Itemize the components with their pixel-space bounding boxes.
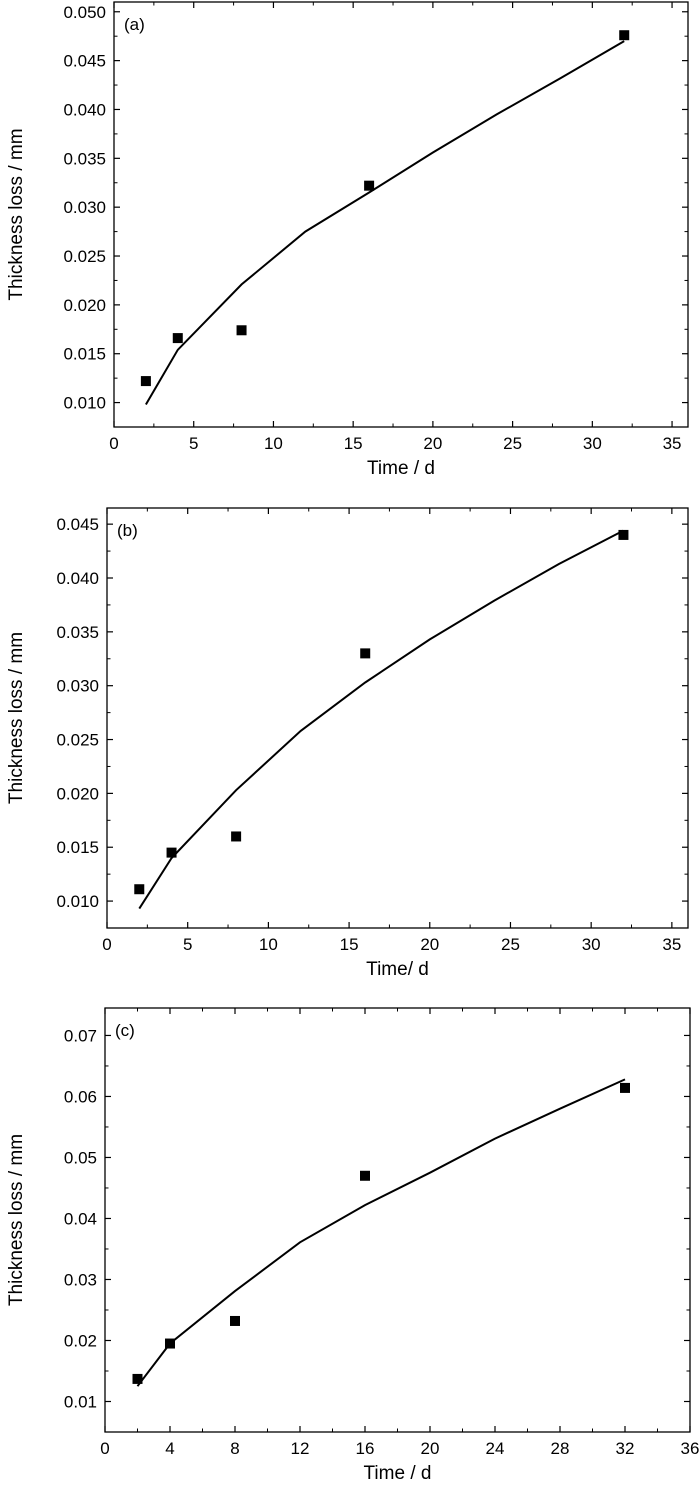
y-tick-label: 0.015 (56, 838, 99, 857)
x-tick-label: 5 (183, 935, 192, 954)
plot-frame (104, 1007, 691, 1433)
panel-a: 0 5 10 15 20 25 30 35 0.010 0.015 0.020 0.025 0.030 0… (6, 1, 689, 479)
y-tick-label: 0.03 (64, 1270, 97, 1289)
y-tick-label: 0.015 (63, 345, 106, 364)
y-tick-label: 0.025 (63, 247, 106, 266)
y-tick-label: 0.030 (56, 677, 99, 696)
x-tick-label: 30 (582, 935, 601, 954)
panel-label: (c) (115, 1021, 135, 1040)
x-tick-label: 5 (189, 434, 198, 453)
panel-c: 0 4 8 12 16 20 24 28 32 36 0.01 0.02 0.03 0.04 0.05 0.0… (6, 1007, 700, 1484)
y-axis-title: Thickness loss / mm (6, 632, 27, 804)
panel-b: 0 5 10 15 20 25 30 35 0.010 0.015 0.020 0.025 0.030 0… (6, 507, 689, 980)
x-tick-label: 16 (356, 1439, 375, 1458)
data-point (134, 884, 145, 895)
y-tick-label: 0.020 (56, 784, 99, 803)
y-tick-label: 0.01 (64, 1392, 97, 1411)
data-point (140, 376, 151, 387)
data-point (360, 1170, 370, 1181)
x-tick-label: 25 (503, 434, 522, 453)
x-tick-label: 20 (421, 1439, 440, 1458)
fit-curve (138, 529, 624, 910)
x-tick-label: 0 (109, 434, 118, 453)
x-tick-label: 36 (681, 1439, 700, 1458)
data-point (230, 1315, 240, 1326)
x-tick-label: 0 (100, 1439, 109, 1458)
y-tick-label: 0.035 (63, 149, 106, 168)
y-tick-label: 0.010 (56, 892, 99, 911)
y-tick-label: 0.045 (63, 52, 106, 71)
data-point (360, 648, 371, 659)
y-tick-label: 0.06 (64, 1087, 97, 1106)
y-axis-title: Thickness loss / mm (6, 128, 27, 300)
y-tick-label: 0.05 (64, 1148, 97, 1167)
y-tick-label: 0.030 (63, 198, 106, 217)
y-tick-label: 0.035 (56, 623, 99, 642)
plot-frame (113, 1, 689, 428)
x-tick-label: 28 (551, 1439, 570, 1458)
plot-frame (106, 507, 689, 929)
x-tick-label: 35 (662, 935, 681, 954)
panel-label: (a) (124, 15, 145, 34)
y-tick-label: 0.04 (64, 1209, 97, 1228)
x-tick-label: 32 (616, 1439, 635, 1458)
x-tick-label: 15 (344, 434, 363, 453)
x-tick-label: 4 (165, 1439, 174, 1458)
fit-curve (136, 1078, 626, 1387)
y-tick-label: 0.02 (64, 1331, 97, 1350)
y-tick-label: 0.020 (63, 296, 106, 315)
x-tick-label: 8 (230, 1439, 239, 1458)
x-tick-label: 0 (102, 935, 111, 954)
y-tick-label: 0.050 (63, 3, 106, 22)
x-tick-label: 15 (340, 935, 359, 954)
fit-curve (145, 40, 625, 406)
x-tick-label: 24 (486, 1439, 505, 1458)
x-tick-label: 20 (423, 434, 442, 453)
data-point (165, 1338, 175, 1349)
x-tick-label: 25 (501, 935, 520, 954)
data-point (166, 847, 177, 858)
panel-label: (b) (117, 521, 138, 540)
y-tick-label: 0.040 (63, 100, 106, 119)
data-point (172, 333, 183, 344)
data-point (619, 30, 630, 41)
y-axis-title: Thickness loss / mm (6, 1134, 27, 1306)
data-point (620, 1082, 630, 1093)
y-tick-label: 0.07 (64, 1026, 97, 1045)
data-point (132, 1373, 143, 1384)
x-tick-label: 12 (291, 1439, 310, 1458)
y-tick-label: 0.010 (63, 394, 106, 413)
x-tick-label: 10 (259, 935, 278, 954)
x-tick-label: 35 (663, 434, 682, 453)
y-tick-label: 0.040 (56, 569, 99, 588)
y-tick-label: 0.045 (56, 515, 99, 534)
y-tick-label: 0.025 (56, 731, 99, 750)
data-point (364, 180, 375, 191)
data-point (231, 831, 242, 842)
x-axis-title: Time/ d (366, 959, 429, 980)
x-axis-title: Time / d (367, 458, 435, 479)
x-axis-title: Time / d (364, 1463, 432, 1484)
x-tick-label: 10 (264, 434, 283, 453)
x-tick-label: 30 (583, 434, 602, 453)
data-point (236, 325, 247, 336)
x-tick-label: 20 (420, 935, 439, 954)
data-point (618, 529, 629, 540)
